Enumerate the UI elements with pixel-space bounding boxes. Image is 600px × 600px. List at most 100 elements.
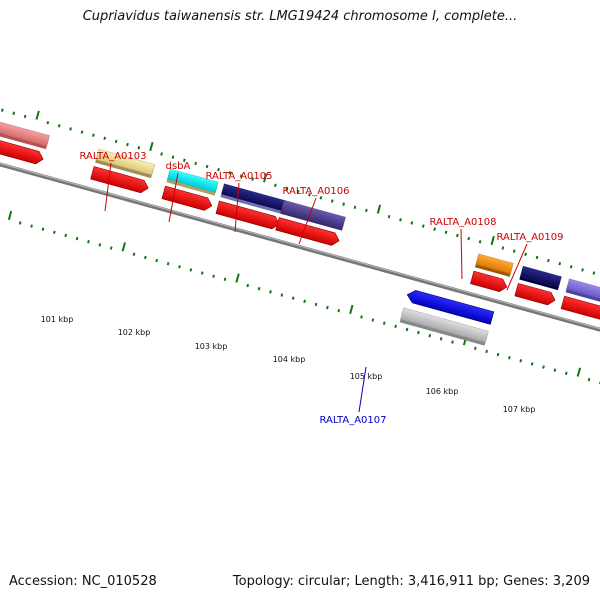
outer-ruler-minor-tick bbox=[501, 246, 505, 250]
cds-arrow-4 bbox=[275, 217, 340, 246]
outer-ruler-minor-tick bbox=[365, 208, 368, 213]
inner-ruler-minor-tick bbox=[326, 305, 329, 310]
outer-ruler-minor-tick bbox=[274, 183, 277, 188]
gene-label: RALTA_A0108 bbox=[429, 217, 496, 228]
kbp-label: 105 kbp bbox=[350, 372, 383, 381]
cds-arrow-6 bbox=[514, 282, 556, 306]
outer-ruler-minor-tick bbox=[456, 233, 459, 238]
inner-ruler-minor-tick bbox=[155, 258, 159, 263]
inner-ruler-minor-tick bbox=[530, 362, 534, 366]
gene-leader-line bbox=[358, 366, 367, 413]
backbone-highlight bbox=[0, 116, 600, 384]
outer-ruler-minor-tick bbox=[160, 152, 163, 156]
outer-ruler-minor-tick bbox=[205, 164, 209, 169]
kbp-label: 102 kbp bbox=[118, 328, 151, 337]
inner-ruler-minor-tick bbox=[439, 337, 443, 341]
reverse-gene-feature-shadow bbox=[399, 319, 486, 346]
cds-arrow-1 bbox=[90, 166, 149, 194]
inner-ruler-minor-tick bbox=[428, 334, 432, 338]
gene-feature-5 bbox=[475, 253, 514, 275]
topology-text: Topology: circular; Length: 3,416,911 bp… bbox=[232, 574, 590, 589]
outer-ruler-minor-tick bbox=[433, 227, 436, 231]
outer-ruler-minor-tick bbox=[569, 265, 573, 269]
outer-ruler-minor-tick bbox=[137, 146, 141, 150]
inner-ruler-major-tick bbox=[576, 367, 582, 377]
inner-ruler-minor-tick bbox=[30, 224, 33, 228]
gene-feature-shadow-5 bbox=[474, 264, 511, 277]
outer-ruler-minor-tick bbox=[512, 249, 516, 253]
inner-ruler-minor-tick bbox=[314, 302, 318, 307]
inner-ruler-minor-tick bbox=[64, 233, 68, 238]
inner-ruler-minor-tick bbox=[371, 318, 375, 322]
gene-feature-6 bbox=[519, 265, 562, 288]
inner-ruler-minor-tick bbox=[553, 368, 557, 372]
outer-ruler-major-tick bbox=[376, 204, 382, 214]
inner-ruler-minor-tick bbox=[223, 277, 227, 282]
inner-ruler-minor-tick bbox=[417, 330, 420, 335]
reverse-cds-arrow bbox=[406, 290, 495, 325]
outer-ruler-minor-tick bbox=[319, 196, 323, 200]
outer-ruler-minor-tick bbox=[444, 230, 448, 235]
outer-ruler-minor-tick bbox=[558, 261, 562, 266]
outer-ruler-minor-tick bbox=[467, 236, 471, 241]
inner-ruler-minor-tick bbox=[257, 287, 261, 291]
outer-ruler-minor-tick bbox=[69, 127, 72, 131]
outer-ruler-major-tick bbox=[149, 141, 154, 152]
outer-ruler-minor-tick bbox=[103, 136, 107, 141]
gene-leader-line bbox=[298, 197, 317, 245]
inner-ruler-minor-tick bbox=[360, 315, 363, 319]
inner-ruler-minor-tick bbox=[564, 371, 568, 376]
outer-ruler-minor-tick bbox=[239, 174, 243, 178]
gene-feature-shadow-6 bbox=[519, 276, 559, 291]
gene-leader-line bbox=[234, 182, 240, 233]
cds-arrow-0 bbox=[0, 134, 44, 165]
gene-feature-shadow-4 bbox=[280, 210, 343, 231]
inner-ruler-minor-tick bbox=[303, 299, 306, 303]
inner-ruler-minor-tick bbox=[405, 327, 409, 332]
inner-ruler-minor-tick bbox=[132, 252, 136, 256]
inner-ruler-minor-tick bbox=[52, 230, 56, 235]
outer-ruler-minor-tick bbox=[353, 205, 357, 209]
outer-ruler-minor-tick bbox=[399, 218, 402, 222]
outer-ruler-major-tick bbox=[35, 110, 40, 120]
inner-ruler-minor-tick bbox=[394, 324, 398, 329]
outer-ruler-minor-tick bbox=[114, 139, 118, 144]
outer-ruler-minor-tick bbox=[581, 268, 584, 272]
inner-ruler-minor-tick bbox=[519, 359, 523, 363]
inner-ruler-minor-tick bbox=[166, 261, 170, 266]
inner-ruler-minor-tick bbox=[485, 349, 489, 354]
gene-feature-shadow-1 bbox=[95, 159, 152, 179]
gene-label: RALTA_A0106 bbox=[282, 186, 349, 197]
outer-ruler-minor-tick bbox=[80, 130, 84, 134]
inner-ruler-minor-tick bbox=[41, 227, 45, 231]
inner-ruler-minor-tick bbox=[473, 346, 477, 350]
inner-ruler-minor-tick bbox=[18, 221, 22, 225]
outer-ruler-minor-tick bbox=[217, 167, 220, 172]
inner-ruler-major-tick bbox=[349, 304, 354, 315]
inner-ruler-minor-tick bbox=[508, 355, 511, 360]
outer-ruler-minor-tick bbox=[91, 133, 95, 137]
map-band bbox=[0, 108, 600, 386]
gene-leader-line bbox=[506, 243, 528, 291]
outer-ruler-minor-tick bbox=[126, 142, 129, 147]
inner-ruler-minor-tick bbox=[451, 340, 454, 344]
outer-ruler-major-tick bbox=[263, 173, 268, 183]
inner-ruler-major-tick bbox=[235, 273, 240, 283]
kbp-label: 107 kbp bbox=[503, 405, 536, 414]
outer-ruler-minor-tick bbox=[171, 155, 175, 159]
inner-ruler-minor-tick bbox=[212, 274, 215, 278]
inner-ruler-minor-tick bbox=[75, 236, 79, 241]
outer-ruler-major-tick bbox=[490, 235, 495, 246]
outer-ruler-minor-tick bbox=[251, 177, 254, 181]
outer-ruler-minor-tick bbox=[194, 161, 198, 166]
cds-arrow-7 bbox=[560, 295, 600, 329]
gene-label: RALTA_A0109 bbox=[496, 232, 563, 243]
accession-text: Accession: NC_010528 bbox=[9, 574, 157, 589]
outer-ruler-minor-tick bbox=[410, 221, 414, 225]
outer-ruler-minor-tick bbox=[547, 258, 550, 263]
inner-ruler-minor-tick bbox=[143, 255, 147, 260]
inner-ruler-minor-tick bbox=[200, 271, 204, 275]
inner-ruler-minor-tick bbox=[382, 321, 386, 325]
inner-ruler-minor-tick bbox=[496, 352, 500, 357]
gene-label: RALTA_A0105 bbox=[205, 171, 272, 182]
